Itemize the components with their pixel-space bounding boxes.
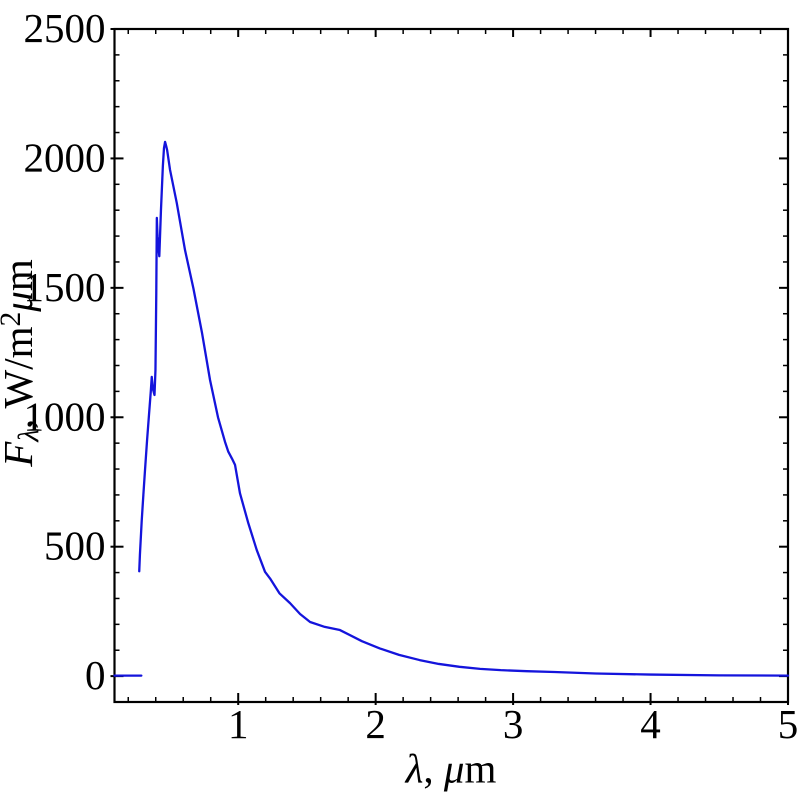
axis-label-part: λ bbox=[405, 745, 424, 792]
series-solar-spectral-irradiance bbox=[138, 140, 790, 677]
y-axis-label: Fλ, W/m2μm bbox=[0, 259, 46, 467]
y-tick-label: 2000 bbox=[24, 134, 106, 180]
y-tick-label: 2500 bbox=[24, 5, 106, 51]
axis-label-part: , bbox=[423, 745, 444, 792]
y-tick-label: 1500 bbox=[24, 264, 106, 310]
axis-label-part: F bbox=[0, 442, 41, 467]
x-tick-label: 1 bbox=[228, 701, 249, 747]
x-tick-label: 2 bbox=[365, 701, 386, 747]
y-tick-label: 0 bbox=[85, 652, 106, 698]
axis-label-part: m bbox=[464, 745, 497, 792]
axis-label-part: λ bbox=[13, 428, 46, 442]
axis-label-part: 2 bbox=[0, 312, 27, 327]
y-tick-label: 1000 bbox=[24, 393, 106, 439]
x-axis-label: λ, μm bbox=[405, 745, 497, 792]
axis-label-part: μ bbox=[443, 745, 465, 792]
x-tick-label: 3 bbox=[503, 701, 524, 747]
y-tick-label: 500 bbox=[44, 523, 106, 569]
axis-label-part: m bbox=[0, 259, 41, 291]
axis-label-part: , W/m bbox=[0, 326, 42, 428]
x-tick-label: 4 bbox=[640, 701, 661, 747]
plot-frame bbox=[113, 27, 790, 704]
axis-label-part: μ bbox=[0, 291, 41, 312]
x-tick-label: 5 bbox=[778, 701, 799, 747]
